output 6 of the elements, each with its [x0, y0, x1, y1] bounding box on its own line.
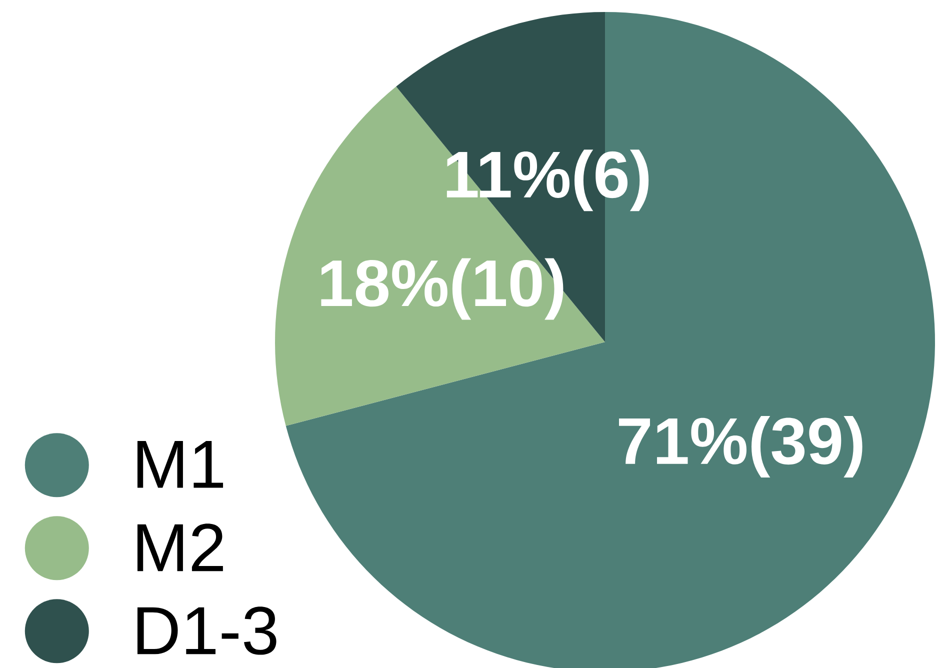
data-label: 18%(10): [321, 258, 564, 320]
data-label: 11%(6): [446, 150, 649, 212]
legend-label: M2: [137, 524, 223, 572]
data-label: 71%(39): [619, 416, 862, 478]
legend-label: D1-3: [137, 606, 276, 655]
legend-label: M1: [137, 441, 224, 488]
